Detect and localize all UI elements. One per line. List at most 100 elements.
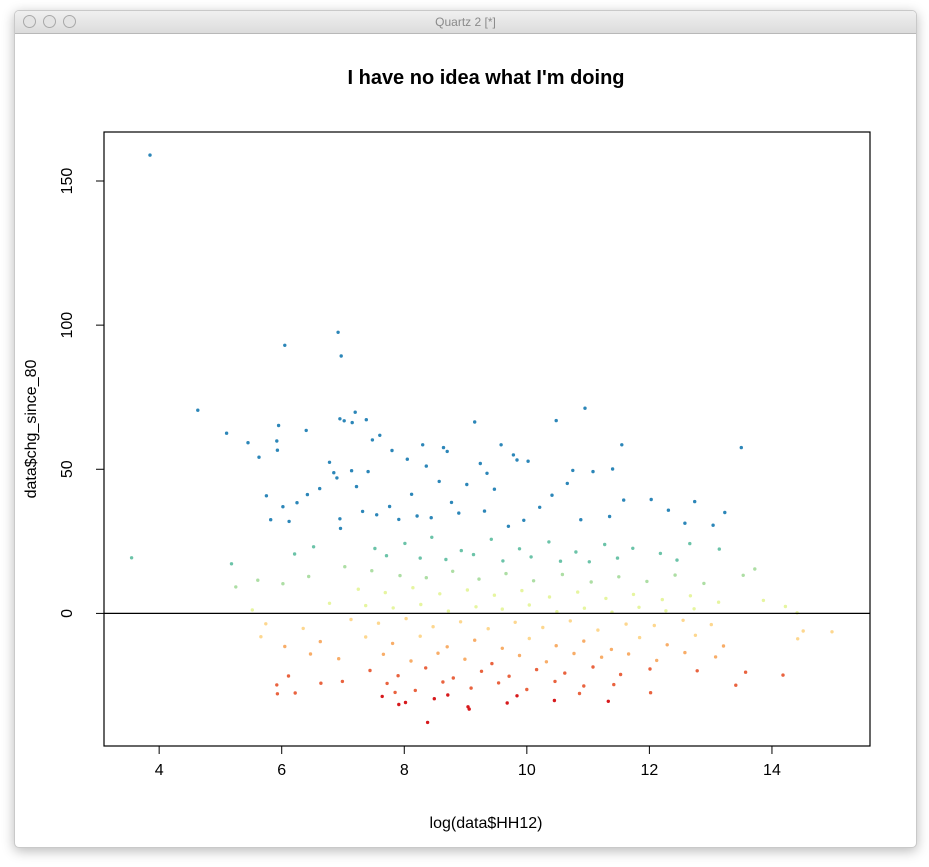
data-point: [781, 673, 785, 677]
data-point: [264, 494, 269, 498]
data-point: [500, 607, 504, 611]
data-point: [437, 479, 441, 484]
data-point: [256, 578, 260, 582]
minimize-window-button[interactable]: [43, 15, 56, 28]
data-point: [375, 513, 379, 517]
data-point: [673, 573, 677, 577]
scatter-plot: I have no idea what I'm doing 4 6 8 10 12 14 …: [23, 67, 871, 832]
data-point: [721, 644, 726, 648]
data-point: [318, 486, 322, 491]
data-point: [553, 679, 557, 684]
y-tick-label: 0: [59, 609, 76, 618]
data-point: [424, 576, 428, 580]
data-point: [281, 505, 285, 509]
data-point: [354, 484, 359, 489]
data-point: [398, 573, 402, 578]
data-point: [349, 617, 353, 622]
data-point: [397, 517, 401, 522]
data-point: [505, 701, 509, 705]
data-point: [463, 657, 467, 661]
data-point: [479, 669, 484, 673]
data-point: [552, 698, 557, 703]
close-window-button[interactable]: [23, 15, 36, 28]
data-point: [526, 459, 530, 463]
data-point: [525, 687, 529, 692]
data-point: [269, 518, 273, 522]
data-point: [582, 639, 586, 643]
data-point: [501, 559, 505, 563]
data-point: [560, 572, 565, 577]
data-point: [327, 460, 332, 464]
data-point: [438, 592, 442, 596]
data-point: [515, 694, 519, 698]
data-point: [492, 593, 497, 597]
data-point: [370, 569, 374, 573]
data-point: [603, 542, 607, 547]
data-point: [615, 556, 620, 560]
data-point: [257, 455, 261, 459]
data-point: [544, 660, 549, 664]
data-point: [436, 651, 440, 655]
data-point: [430, 535, 434, 539]
data-point: [582, 684, 586, 688]
x-tick-label: 8: [400, 762, 409, 779]
data-point: [550, 493, 554, 497]
data-point: [489, 537, 493, 541]
data-point: [618, 672, 623, 677]
data-point: [688, 541, 692, 546]
data-point: [482, 509, 487, 513]
data-point: [370, 438, 375, 442]
data-point: [376, 621, 381, 625]
data-point: [281, 582, 285, 586]
data-point: [547, 595, 552, 599]
data-point: [276, 423, 281, 428]
data-point: [596, 628, 600, 632]
data-point: [660, 597, 664, 602]
data-point: [541, 625, 545, 630]
data-point: [413, 688, 417, 693]
data-point: [381, 652, 386, 656]
data-point: [229, 562, 234, 566]
x-tick-label: 4: [155, 762, 164, 779]
data-point: [681, 618, 685, 622]
data-points: [129, 153, 834, 725]
data-point: [234, 585, 238, 589]
data-point: [511, 453, 516, 457]
data-point: [604, 596, 608, 601]
data-point: [702, 581, 706, 586]
zoom-window-button[interactable]: [63, 15, 76, 28]
data-point: [295, 501, 299, 505]
data-point: [287, 519, 291, 524]
data-point: [520, 588, 524, 593]
data-point: [275, 683, 279, 687]
data-point: [739, 445, 743, 450]
data-point: [283, 343, 287, 347]
data-point: [364, 418, 368, 422]
data-point: [624, 622, 628, 626]
data-point: [342, 419, 346, 423]
data-point: [338, 417, 342, 421]
data-point: [129, 556, 134, 560]
data-point: [224, 431, 229, 435]
data-point: [522, 518, 526, 522]
data-point: [534, 667, 539, 672]
data-point: [606, 699, 610, 703]
data-point: [286, 674, 291, 678]
data-point: [695, 669, 699, 673]
data-point: [599, 655, 604, 659]
data-point: [340, 679, 345, 684]
data-point: [335, 476, 339, 480]
data-point: [396, 674, 400, 678]
data-point: [275, 439, 279, 443]
data-point: [350, 420, 354, 425]
data-point: [459, 548, 463, 553]
data-point: [637, 605, 641, 609]
data-point: [577, 691, 582, 696]
data-point: [568, 619, 572, 623]
data-point: [378, 433, 382, 437]
data-point: [723, 510, 727, 515]
data-point: [529, 555, 533, 559]
data-point: [465, 482, 469, 487]
data-point: [473, 638, 477, 642]
data-point: [664, 609, 668, 613]
